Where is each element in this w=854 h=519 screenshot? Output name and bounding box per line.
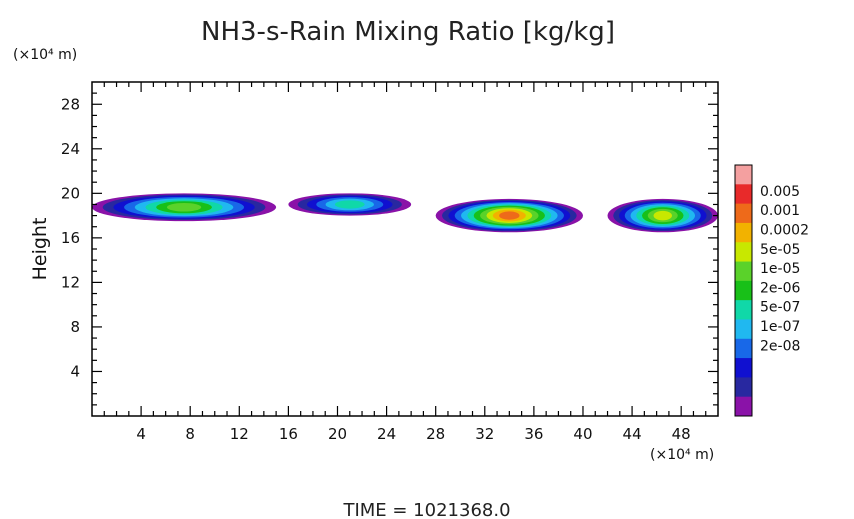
x-tick-label: 40: [573, 425, 592, 443]
colorbar-label: 5e-05: [760, 242, 800, 258]
x-tick-label: 32: [475, 425, 494, 443]
y-axis-ticks: 4 8 12 16 20 24 28: [61, 92, 718, 406]
x-tick-label: 12: [230, 425, 249, 443]
x-tick-label: 24: [377, 425, 396, 443]
colorbar-segment: [735, 300, 752, 320]
x-axis-ticks: 4 8 12 16 20 24 28 32 36 40 44 48: [103, 82, 707, 443]
data-region: [334, 200, 365, 209]
y-tick-label: 16: [61, 229, 80, 247]
data-region: [166, 202, 202, 212]
colorbar: 0.005 0.001 0.0002 5e-05 1e-05 2e-06 5e-07 1e-0…: [734, 164, 809, 417]
y-tick-label: 24: [61, 140, 80, 158]
colorbar-label: 1e-07: [760, 319, 800, 335]
colorbar-segment: [735, 165, 752, 185]
x-tick-label: 4: [136, 425, 146, 443]
colorbar-label: 0.0002: [760, 223, 809, 239]
colorbar-segment: [735, 280, 752, 301]
y-axis-label: Height: [29, 218, 51, 281]
colorbar-frame: [734, 164, 753, 417]
data-region: [499, 211, 520, 220]
data-region-layer: [92, 193, 718, 233]
colorbar-label: 5e-07: [760, 300, 800, 316]
colorbar-segment: [735, 261, 752, 282]
colorbar-segment: [735, 338, 752, 359]
colorbar-label: 0.001: [760, 203, 800, 219]
colorbar-segment: [735, 377, 752, 398]
x-tick-label: 28: [426, 425, 445, 443]
y-tick-label: 20: [61, 184, 80, 202]
colorbar-segment: [735, 242, 752, 262]
x-tick-label: 44: [623, 425, 642, 443]
colorbar-label: 2e-08: [760, 338, 800, 354]
x-tick-label: 48: [672, 425, 691, 443]
colorbar-segment: [735, 396, 752, 417]
colorbar-label: 1e-05: [760, 261, 800, 277]
time-label: TIME = 1021368.0: [342, 500, 510, 519]
y-tick-label: 4: [70, 362, 80, 380]
x-tick-label: 20: [328, 425, 347, 443]
data-region: [653, 210, 672, 221]
x-tick-label: 8: [185, 425, 195, 443]
x-axis-unit: (×10⁴ m): [650, 447, 714, 463]
x-tick-label: 16: [279, 425, 298, 443]
colorbar-segment: [735, 358, 752, 378]
chart-title: NH3-s-Rain Mixing Ratio [kg/kg]: [201, 17, 615, 47]
colorbar-label: 2e-06: [760, 280, 800, 296]
y-tick-label: 8: [70, 318, 80, 336]
x-tick-label: 36: [524, 425, 543, 443]
y-axis-unit: (×10⁴ m): [13, 47, 77, 63]
colorbar-segment: [735, 319, 752, 340]
y-tick-label: 12: [61, 273, 80, 291]
colorbar-label: 0.005: [760, 184, 800, 200]
colorbar-segment: [735, 184, 752, 205]
y-tick-label: 28: [61, 95, 80, 113]
plot-frame: [91, 81, 719, 417]
colorbar-segment: [735, 203, 752, 224]
colorbar-segment: [735, 222, 752, 243]
